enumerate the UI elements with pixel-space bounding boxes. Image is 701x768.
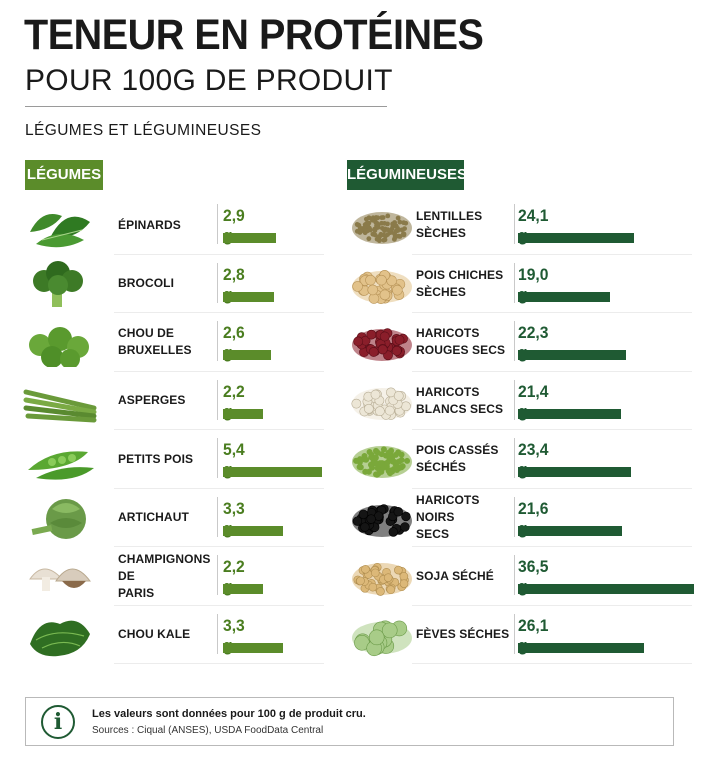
row-separator <box>217 496 218 537</box>
legumes-tag: LÉGUMES <box>25 160 103 190</box>
row-separator <box>514 321 515 361</box>
row-divider <box>114 253 324 255</box>
value-bar <box>223 350 271 360</box>
row-separator <box>514 262 515 303</box>
category-label: SOJA SÉCHÉ <box>416 568 494 583</box>
info-note: Les valeurs sont données pour 100 g de p… <box>92 708 366 720</box>
value-bar <box>223 584 263 594</box>
row-separator <box>514 379 515 420</box>
peas-icon <box>28 451 94 480</box>
row-divider <box>412 487 692 489</box>
row-divider <box>114 487 324 489</box>
asparagus-icon <box>23 389 97 422</box>
row-separator <box>217 262 218 303</box>
spinach-icon <box>30 214 90 248</box>
row-separator <box>514 496 515 537</box>
row-divider <box>114 604 324 606</box>
category-label: HARICOTS BLANCS SECS <box>416 384 504 416</box>
value-bar <box>223 467 322 477</box>
row-divider <box>412 312 692 313</box>
chickpeas-icon <box>352 269 412 304</box>
row-divider <box>114 429 324 430</box>
title-divider <box>25 106 387 107</box>
category-label: POIS CHICHES SÈCHES <box>416 267 504 299</box>
page-subtitle: POUR 100G DE PRODUIT <box>25 64 393 97</box>
row-divider <box>114 663 324 664</box>
value-bar <box>518 525 622 536</box>
value-bar <box>223 408 263 419</box>
legumineuses-tag: LÉGUMINEUSES <box>347 160 467 190</box>
row-divider <box>412 546 692 547</box>
category-label: FÈVES SÉCHES <box>416 627 510 641</box>
info-sources: Sources : Ciqual (ANSES), USDA FoodData … <box>92 725 324 736</box>
info-box: i Les valeurs sont données pour 100 g de… <box>25 697 674 746</box>
value-bar <box>518 584 694 594</box>
row-divider <box>412 429 692 430</box>
row-divider <box>114 370 324 372</box>
row-separator <box>514 613 515 654</box>
value-bar <box>518 642 644 653</box>
split-peas-icon <box>352 446 412 478</box>
category-label: HARICOTS NOIRS SECS <box>416 493 480 541</box>
brussels-sprouts-icon <box>29 327 89 367</box>
page-title: TENEUR EN PROTÉINES <box>24 11 484 59</box>
fava-beans-icon <box>352 620 412 656</box>
category-label: ÉPINARDS <box>118 217 181 232</box>
row-separator <box>217 555 218 595</box>
info-icon: i <box>41 705 75 739</box>
kale-icon <box>30 620 90 656</box>
row-separator <box>217 613 218 654</box>
category-label: BROCOLI <box>118 276 175 290</box>
value-bar <box>223 233 276 243</box>
mushroom-icon <box>29 568 92 591</box>
row-divider <box>412 663 692 664</box>
row-separator <box>217 204 218 244</box>
soybeans-icon <box>352 562 412 596</box>
value-bar <box>518 233 634 243</box>
row-separator <box>217 438 218 478</box>
category-label: ARTICHAUT <box>118 510 189 524</box>
value-bar <box>223 525 283 536</box>
value-bar <box>518 467 631 477</box>
category-label: CHOU DE BRUXELLES <box>118 326 192 357</box>
row-separator <box>217 321 218 361</box>
row-divider <box>412 253 692 255</box>
value-bar <box>223 642 283 653</box>
white-beans-icon <box>351 386 412 420</box>
artichoke-icon <box>31 498 86 539</box>
category-label: CHAMPIGNONS DE PARIS <box>118 551 211 600</box>
red-beans-icon <box>352 328 412 361</box>
row-separator <box>217 379 218 420</box>
category-label: CHOU KALE <box>118 627 191 641</box>
lentils-icon <box>352 212 412 244</box>
row-divider <box>412 370 692 372</box>
row-divider <box>114 546 324 547</box>
row-separator <box>514 555 515 595</box>
broccoli-icon <box>33 260 83 307</box>
row-separator <box>514 438 515 478</box>
value-bar <box>518 291 610 302</box>
category-label: HARICOTS ROUGES SECS <box>416 326 506 357</box>
category-label: POIS CASSÉS SÉCHÉS <box>416 443 499 474</box>
black-beans-icon <box>352 503 412 537</box>
category-label: LENTILLES SÈCHES <box>416 209 483 240</box>
value-bar <box>223 291 274 302</box>
row-separator <box>514 204 515 244</box>
row-divider <box>114 312 324 313</box>
category-label: ASPERGES <box>118 393 186 407</box>
row-divider <box>412 604 692 606</box>
value-bar <box>518 350 626 360</box>
section-label: LÉGUMES ET LÉGUMINEUSES <box>25 122 262 139</box>
category-label: PETITS POIS <box>118 451 194 466</box>
value-bar <box>518 408 621 419</box>
